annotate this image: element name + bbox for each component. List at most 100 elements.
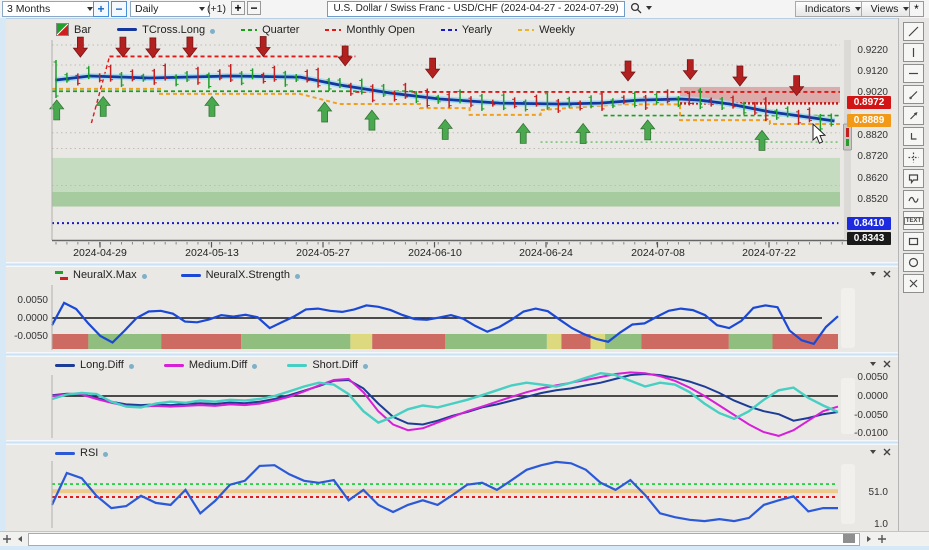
delete-tool-button[interactable] bbox=[903, 274, 924, 293]
neural-panel-legend: NeuralX.Max NeuralX.Strength bbox=[55, 269, 300, 281]
price-label: 0.9120 bbox=[857, 66, 888, 77]
legend-label: NeuralX.Max bbox=[73, 269, 137, 281]
legend-item-short-diff[interactable]: Short.Diff bbox=[287, 359, 368, 371]
pencil-tool-button[interactable] bbox=[903, 85, 924, 104]
legend-config-dot[interactable] bbox=[362, 364, 368, 369]
axis-label: 0.0050 bbox=[857, 372, 888, 383]
collapse-panel-icon[interactable] bbox=[870, 362, 876, 366]
pan-tool-button[interactable] bbox=[0, 533, 13, 545]
legend-item-weekly[interactable]: Weekly bbox=[518, 24, 575, 36]
window-edge bbox=[0, 545, 929, 550]
close-panel-icon[interactable] bbox=[883, 360, 891, 368]
legend-item-rsi[interactable]: RSI bbox=[55, 447, 109, 459]
close-panel-icon[interactable] bbox=[883, 448, 891, 456]
price-label: 0.8520 bbox=[857, 194, 888, 205]
legend-label: Monthly Open bbox=[346, 23, 415, 36]
legend-label: Medium.Diff bbox=[188, 359, 248, 371]
panel-separator[interactable] bbox=[0, 262, 898, 267]
period-select[interactable]: Daily bbox=[130, 1, 210, 17]
horizontal-scrollbar[interactable] bbox=[0, 531, 929, 546]
legend-config-dot[interactable] bbox=[103, 452, 109, 457]
date-label: 2024-04-29 bbox=[73, 247, 127, 259]
close-icon bbox=[909, 279, 918, 288]
rectangle-tool-button[interactable] bbox=[903, 232, 924, 251]
text-tool-button[interactable]: TEXT bbox=[903, 211, 924, 230]
legend-item-quarter[interactable]: Quarter bbox=[241, 24, 299, 36]
legend-label: TCross.Long bbox=[142, 23, 206, 36]
indicators-label: Indicators bbox=[804, 3, 851, 15]
offset-minus-button[interactable]: − bbox=[247, 1, 261, 15]
legend-item-long-diff[interactable]: Long.Diff bbox=[55, 359, 134, 371]
legend-config-dot[interactable] bbox=[210, 28, 216, 34]
zoom-in-button[interactable]: + bbox=[93, 1, 109, 17]
legend-label: Short.Diff bbox=[312, 359, 358, 371]
axis-label: 0.0000 bbox=[857, 391, 888, 402]
long-diff-line bbox=[51, 372, 839, 426]
angle-icon bbox=[910, 133, 917, 140]
views-menu-button[interactable]: Views bbox=[861, 1, 919, 17]
legend-config-dot[interactable] bbox=[252, 364, 258, 369]
axis-label: -0.0100 bbox=[854, 428, 888, 439]
weekly-dash-icon bbox=[518, 28, 535, 31]
legend-item-monthly-open[interactable]: Monthly Open bbox=[325, 23, 415, 36]
ellipse-tool-button[interactable] bbox=[903, 253, 924, 272]
chevron-down-icon bbox=[855, 7, 862, 11]
price-label: 0.9220 bbox=[857, 45, 888, 56]
panel-separator[interactable] bbox=[0, 440, 898, 445]
collapse-panel-icon[interactable] bbox=[870, 450, 876, 454]
scrollbar-track[interactable] bbox=[28, 532, 860, 546]
scroll-left-button[interactable] bbox=[13, 533, 26, 545]
legend-config-dot[interactable] bbox=[128, 364, 134, 369]
legend-item-neuralx-strength[interactable]: NeuralX.Strength bbox=[180, 269, 300, 281]
angle-tool-button[interactable] bbox=[903, 127, 924, 146]
legend-item-medium-diff[interactable]: Medium.Diff bbox=[163, 359, 258, 371]
legend-label: Quarter bbox=[262, 23, 300, 36]
axis-label: -0.0050 bbox=[854, 410, 888, 421]
medium-diff-line-icon bbox=[163, 363, 184, 367]
date-label: 2024-06-10 bbox=[408, 247, 462, 259]
wave-tool-button[interactable] bbox=[903, 190, 924, 209]
trend-line-tool-button[interactable] bbox=[903, 22, 924, 41]
range-select[interactable]: 3 Months bbox=[2, 1, 98, 17]
arrow-left-icon bbox=[17, 536, 22, 542]
zoom-out-button[interactable]: − bbox=[111, 1, 127, 17]
scrollbar-thumb[interactable] bbox=[843, 533, 855, 543]
axis-label: 51.0 bbox=[868, 487, 888, 498]
yearly-dash-icon bbox=[440, 28, 457, 31]
callout-icon bbox=[908, 174, 919, 185]
top-toolbar: 3 Months + − Daily (+1) + − U.S. Dollar … bbox=[0, 0, 929, 19]
price-label: 0.8820 bbox=[857, 130, 888, 141]
rectangle-icon bbox=[908, 237, 919, 246]
legend-config-dot[interactable] bbox=[141, 274, 147, 279]
legend-config-dot[interactable] bbox=[294, 274, 300, 279]
close-panel-icon[interactable] bbox=[883, 270, 891, 278]
legend-item-bar[interactable]: Bar bbox=[56, 23, 91, 36]
zoom-fit-button[interactable] bbox=[875, 533, 888, 545]
marker-tool-button[interactable] bbox=[903, 106, 924, 125]
scroll-right-button[interactable] bbox=[862, 533, 875, 545]
pan-icon bbox=[2, 535, 11, 543]
legend-item-tcross-long[interactable]: TCross.Long bbox=[117, 23, 216, 36]
vertical-line-tool-button[interactable] bbox=[903, 43, 924, 62]
neuralx-max-swatch-icon bbox=[55, 270, 68, 280]
pencil-icon bbox=[909, 91, 918, 100]
offset-plus-button[interactable]: + bbox=[231, 1, 245, 15]
legend-item-yearly[interactable]: Yearly bbox=[440, 24, 492, 36]
crosshair-tool-button[interactable] bbox=[903, 148, 924, 167]
legend-item-neuralx-max[interactable]: NeuralX.Max bbox=[55, 269, 147, 281]
callout-tool-button[interactable] bbox=[903, 169, 924, 188]
text-tool-icon: TEXT bbox=[903, 216, 924, 225]
search-button[interactable] bbox=[630, 2, 652, 14]
axis-label: -0.0050 bbox=[14, 331, 48, 342]
long-diff-line-icon bbox=[55, 363, 75, 367]
symbol-title[interactable]: U.S. Dollar / Swiss Franc - USD/CHF (202… bbox=[327, 1, 625, 17]
window-edge bbox=[0, 18, 6, 545]
indicators-menu-button[interactable]: Indicators bbox=[795, 1, 871, 17]
panel-separator[interactable] bbox=[0, 352, 898, 357]
collapse-panel-icon[interactable] bbox=[870, 272, 876, 276]
search-icon bbox=[630, 2, 642, 14]
arrow-right-icon bbox=[866, 536, 871, 542]
horizontal-line-tool-button[interactable] bbox=[903, 64, 924, 83]
favorites-button[interactable]: * bbox=[909, 1, 924, 17]
